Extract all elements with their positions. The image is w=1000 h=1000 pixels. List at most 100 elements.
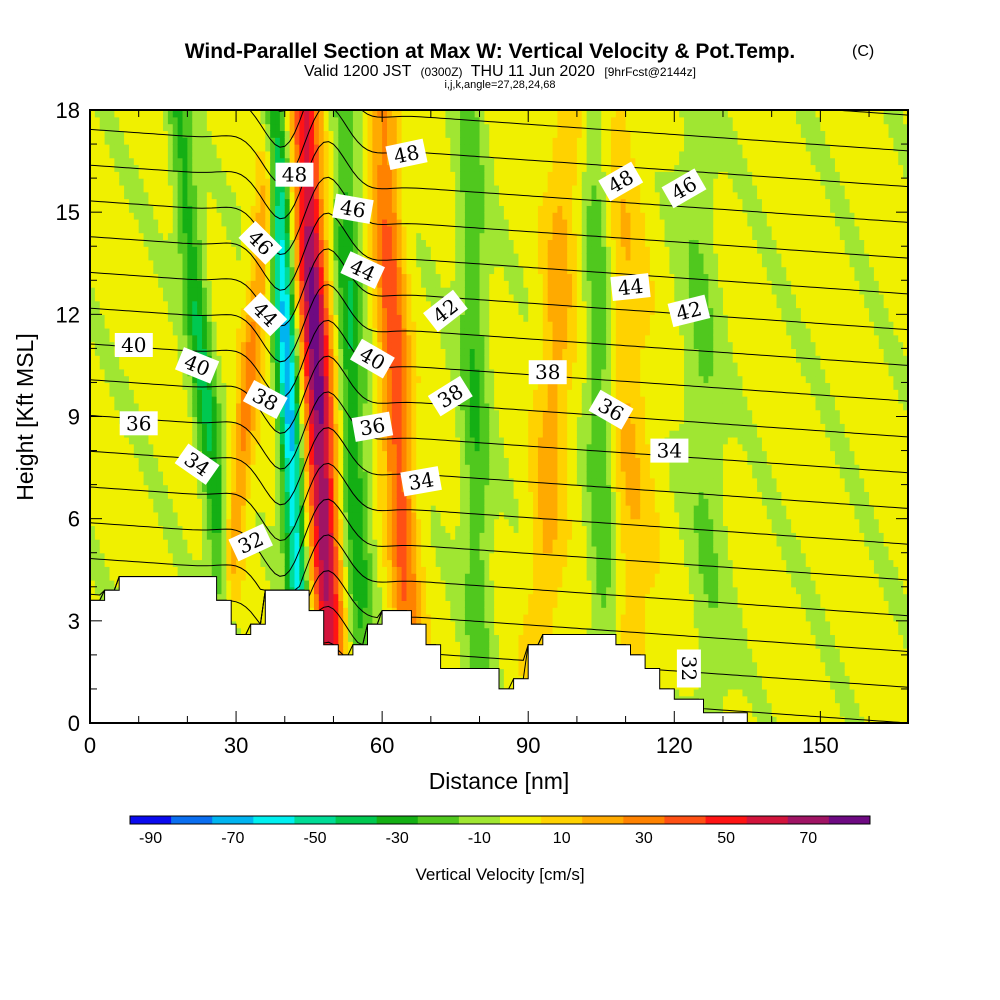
velocity-cell [148,511,154,520]
velocity-cell [240,239,247,247]
velocity-cell [348,436,354,445]
velocity-cell [245,116,252,125]
velocity-cell [279,205,286,213]
velocity-cell [94,430,101,438]
velocity-cell [270,110,276,118]
velocity-cell [245,457,252,465]
velocity-cell [309,552,315,561]
velocity-cell [109,171,115,179]
velocity-cell [128,389,135,397]
velocity-cell [250,205,257,213]
velocity-cell [343,396,349,404]
velocity-cell [352,627,359,636]
velocity-cell [343,327,349,336]
velocity-cell [313,293,320,302]
velocity-cell [206,505,213,513]
velocity-cell [172,116,179,125]
velocity-cell [323,157,330,166]
velocity-cell [119,212,125,220]
velocity-cell [275,157,281,166]
velocity-cell [338,600,344,608]
velocity-cell [357,566,364,574]
velocity-cell [133,314,140,322]
velocity-cell [109,409,115,418]
velocity-cell [299,144,305,152]
velocity-cell [309,579,315,588]
velocity-cell [94,178,101,186]
velocity-cell [133,123,140,132]
velocity-cell [197,327,203,336]
velocity-cell [226,423,232,431]
velocity-cell [260,505,266,513]
velocity-cell [348,566,354,574]
velocity-cell [211,443,218,452]
velocity-cell [187,416,193,424]
velocity-cell [284,293,291,302]
velocity-cell [343,620,349,629]
velocity-cell [221,470,227,479]
velocity-cell [109,355,115,363]
velocity-cell [114,430,120,438]
velocity-cell [250,321,257,329]
velocity-cell [124,293,130,302]
velocity-cell [357,586,364,595]
velocity-cell [304,218,310,227]
velocity-cell [348,627,354,636]
velocity-cell [163,144,169,152]
velocity-cell [245,321,252,329]
velocity-cell [328,423,335,431]
velocity-cell [231,375,237,384]
velocity-cell [226,198,232,206]
velocity-cell [197,123,203,132]
velocity-cell [231,327,237,336]
velocity-cell [284,402,291,411]
velocity-cell [163,171,169,179]
velocity-cell [221,355,227,363]
velocity-cell [323,389,330,397]
velocity-cell [304,423,310,431]
velocity-cell [240,368,247,377]
velocity-cell [236,375,242,384]
velocity-cell [284,246,291,254]
velocity-cell [328,348,335,356]
velocity-cell [158,150,164,159]
velocity-cell [197,218,203,227]
velocity-cell [201,218,208,227]
velocity-cell [279,348,286,356]
velocity-cell [236,443,242,452]
velocity-cell [90,396,96,404]
velocity-cell [153,280,159,288]
velocity-cell [109,423,115,431]
velocity-cell [323,191,330,200]
velocity-cell [352,327,359,336]
velocity-cell [114,314,120,322]
velocity-cell [304,191,310,200]
velocity-cell [206,423,213,431]
velocity-cell [323,280,330,288]
velocity-cell [328,586,335,595]
velocity-cell [206,409,213,418]
velocity-cell [133,498,140,506]
velocity-cell [143,464,150,472]
velocity-cell [299,348,305,356]
velocity-cell [133,205,140,213]
velocity-cell [279,239,286,247]
velocity-cell [275,511,281,520]
velocity-cell [124,327,130,336]
velocity-cell [104,246,111,254]
velocity-cell [211,300,218,309]
velocity-cell [352,518,359,527]
velocity-cell [128,150,135,159]
velocity-cell [284,396,291,404]
velocity-cell [231,470,237,479]
velocity-cell [338,239,344,247]
velocity-cell [211,511,218,520]
velocity-cell [182,491,188,499]
velocity-cell [328,287,335,295]
velocity-cell [114,498,120,506]
velocity-cell [124,178,130,186]
velocity-cell [323,327,330,336]
velocity-cell [90,505,96,513]
velocity-cell [245,464,252,472]
velocity-cell [333,246,339,254]
